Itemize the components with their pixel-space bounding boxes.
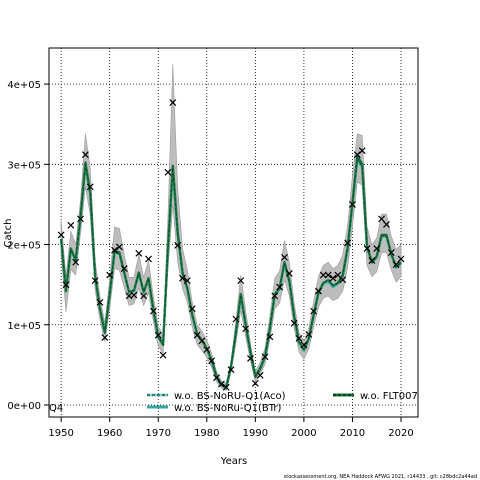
- gridlines: [49, 48, 418, 417]
- legend-label-flt: w.o. FLT007: [360, 391, 418, 402]
- observation-point: [154, 331, 162, 339]
- observation-point: [319, 271, 327, 279]
- observation-point: [130, 291, 138, 299]
- observation-points: [57, 99, 405, 391]
- observation-point: [271, 292, 279, 300]
- y-tick-label: 4e+05: [7, 80, 41, 91]
- observation-point: [324, 271, 332, 279]
- observation-point: [86, 183, 94, 191]
- x-tick-label: 1990: [243, 428, 268, 439]
- observation-point: [183, 277, 191, 285]
- y-tick-label: 3e+05: [7, 160, 41, 171]
- observation-point: [290, 319, 298, 327]
- observation-point: [72, 258, 80, 266]
- x-axis: 1950 1960 1970 1980 1990 2000 2010 2020: [48, 417, 414, 439]
- observation-point: [96, 298, 104, 306]
- observation-point: [62, 281, 70, 289]
- y-tick-label: 1e+05: [7, 321, 41, 332]
- observation-point: [383, 221, 390, 228]
- observation-point: [378, 215, 386, 223]
- observation-point: [106, 271, 114, 279]
- observation-point: [256, 371, 264, 379]
- observation-point: [140, 292, 148, 300]
- observation-point: [358, 147, 366, 155]
- y-tick-label: 2e+05: [7, 241, 41, 252]
- observation-point: [57, 231, 65, 239]
- x-tick-label: 1950: [48, 428, 73, 439]
- y-tick-label: 0e+00: [7, 401, 41, 412]
- observation-point: [91, 277, 99, 285]
- x-tick-label: 1960: [97, 428, 122, 439]
- x-tick-label: 2020: [388, 428, 413, 439]
- observation-point: [276, 283, 284, 291]
- observation-point: [120, 265, 128, 273]
- observation-point: [242, 325, 250, 333]
- plot-area: [48, 47, 419, 418]
- observation-point: [81, 151, 89, 159]
- observation-point: [111, 246, 118, 254]
- observation-point: [149, 307, 157, 315]
- observation-point: [339, 276, 347, 284]
- observation-point: [247, 355, 254, 362]
- footer-text: stockassessment.org, NEA Haddock AFWG 20…: [284, 474, 477, 480]
- legend-label-aco: w.o. BS-NoRU-Q1(Aco): [174, 391, 286, 402]
- observation-point: [300, 341, 308, 349]
- observation-point: [169, 99, 177, 106]
- observation-point: [159, 351, 167, 359]
- observation-point: [373, 245, 381, 252]
- observation-point: [295, 334, 303, 342]
- observation-point: [198, 337, 206, 345]
- observation-point: [145, 255, 152, 263]
- legend-item-flt: w.o. FLT007: [333, 391, 418, 402]
- y-axis: 0e+00 1e+05 2e+05 3e+05 4e+05: [7, 80, 49, 412]
- observation-point: [115, 243, 123, 251]
- observation-point: [310, 307, 318, 315]
- x-tick-label: 2010: [340, 428, 365, 439]
- x-tick-label: 1970: [146, 428, 171, 439]
- observation-point: [208, 357, 216, 365]
- y-axis-label: Catch: [3, 219, 14, 248]
- x-tick-label: 2000: [291, 428, 316, 439]
- observation-point: [135, 249, 143, 257]
- observation-point: [77, 215, 84, 223]
- observation-point: [193, 331, 201, 339]
- observation-point: [281, 253, 288, 261]
- observation-point: [397, 255, 405, 263]
- observation-point: [237, 277, 245, 285]
- x-axis-label: Years: [220, 456, 247, 467]
- observation-point: [349, 200, 356, 208]
- observation-point: [227, 366, 235, 374]
- legend-item-btr: w.o. BS-NoRu-Q1(BTr): [147, 403, 282, 414]
- x-tick-label: 1980: [194, 428, 219, 439]
- plot-frame: [48, 47, 419, 418]
- observation-point: [164, 168, 172, 176]
- observation-point: [368, 257, 376, 265]
- observation-point: [174, 241, 182, 249]
- observation-point: [329, 274, 337, 282]
- observation-point: [188, 305, 196, 313]
- observation-point: [315, 287, 322, 295]
- observation-point: [213, 374, 220, 382]
- observation-point: [387, 249, 395, 256]
- observation-point: [203, 346, 211, 354]
- observation-point: [266, 333, 274, 341]
- observation-point: [179, 274, 186, 282]
- legend: w.o. BS-NoRU-Q1(Aco) w.o. BS-NoRu-Q1(BTr…: [147, 391, 418, 414]
- observation-point: [251, 379, 259, 387]
- observation-point: [344, 239, 352, 247]
- observation-point: [285, 269, 293, 277]
- observation-point: [363, 245, 371, 252]
- observation-point: [101, 334, 109, 342]
- legend-item-aco: w.o. BS-NoRU-Q1(Aco): [147, 391, 286, 402]
- observation-point: [67, 221, 75, 229]
- observation-point: [222, 383, 230, 391]
- observation-point: [392, 261, 400, 269]
- observation-point: [261, 353, 269, 361]
- observation-point: [217, 380, 225, 388]
- observation-point: [305, 330, 313, 338]
- observation-point: [232, 315, 240, 323]
- panel-label: Q4: [49, 403, 63, 414]
- legend-label-btr: w.o. BS-NoRu-Q1(BTr): [174, 403, 282, 414]
